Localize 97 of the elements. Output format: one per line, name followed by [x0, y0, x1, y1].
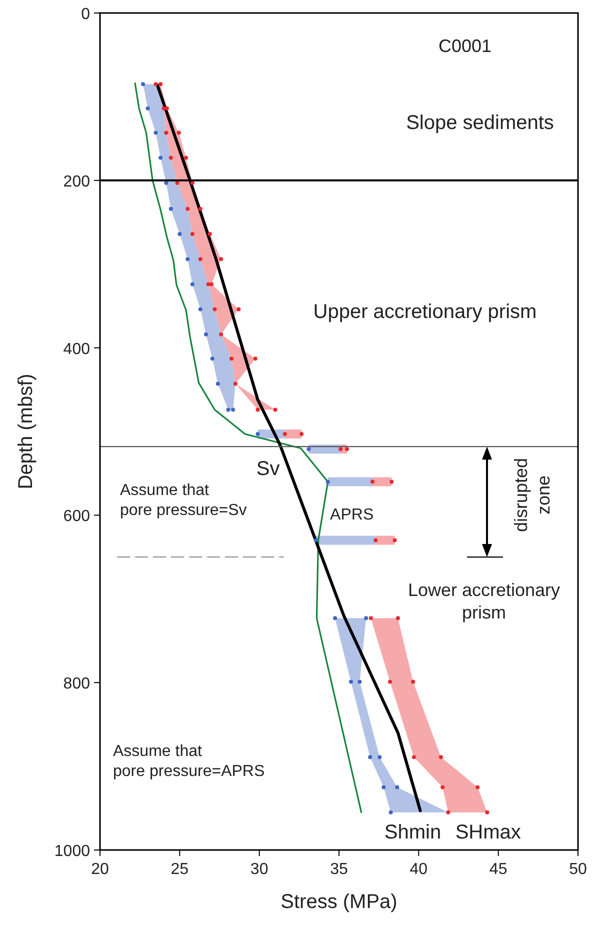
point — [253, 356, 258, 361]
point — [282, 432, 287, 436]
point — [438, 755, 443, 760]
point — [186, 206, 190, 211]
point — [141, 82, 146, 86]
point — [358, 680, 362, 684]
y-axis-title: Depth (mbsf) — [15, 374, 37, 490]
annotation: disrupted zone — [511, 458, 554, 532]
point — [212, 307, 217, 312]
point — [198, 307, 202, 312]
point — [314, 538, 318, 542]
x-tick-label: 25 — [170, 861, 189, 878]
annotation: Slope sediments — [406, 112, 554, 134]
point — [348, 680, 353, 684]
point — [370, 480, 374, 484]
point — [219, 257, 224, 262]
annotation: Assume that pore pressure=APRS — [113, 743, 265, 780]
point — [395, 785, 400, 790]
point — [306, 447, 311, 452]
point — [210, 282, 214, 286]
point — [231, 408, 236, 412]
point — [210, 356, 214, 361]
point — [190, 232, 194, 236]
x-tick-label: 50 — [569, 861, 587, 878]
series-label: Shmin — [384, 821, 442, 844]
point — [175, 180, 180, 185]
x-tick-label: 20 — [91, 861, 109, 878]
point — [382, 785, 386, 790]
point — [333, 616, 338, 620]
point — [338, 447, 343, 452]
point — [204, 332, 208, 336]
point — [154, 130, 158, 135]
point — [446, 810, 450, 814]
point — [176, 130, 181, 135]
point — [364, 616, 368, 620]
y-tick-label: 1000 — [54, 843, 90, 860]
point — [158, 82, 163, 86]
point — [226, 408, 230, 412]
point — [485, 810, 490, 814]
point — [229, 356, 234, 361]
annotation: Lower accretionary prism — [408, 580, 560, 622]
point — [158, 156, 163, 160]
x-tick-label: 35 — [330, 861, 348, 878]
point — [154, 82, 158, 86]
point — [198, 206, 202, 211]
point — [216, 382, 220, 386]
annotation: Assume that pore pressure=Sv — [120, 482, 247, 519]
point — [412, 755, 416, 760]
point — [392, 538, 397, 542]
point — [146, 106, 150, 110]
x-axis-title: Stress (MPa) — [280, 891, 398, 913]
point — [396, 616, 400, 620]
point — [256, 408, 260, 412]
point — [374, 538, 378, 542]
point — [326, 480, 330, 484]
series-label: SHmax — [455, 821, 521, 844]
y-tick-label: 0 — [81, 6, 90, 23]
point — [368, 755, 372, 760]
point — [190, 180, 194, 185]
point — [190, 282, 194, 286]
point — [476, 785, 480, 790]
point — [378, 755, 382, 760]
point — [300, 432, 304, 436]
annotation: C0001 — [438, 36, 492, 56]
y-tick-label: 200 — [63, 173, 90, 190]
point — [164, 130, 168, 135]
point — [162, 106, 166, 110]
point — [168, 156, 173, 160]
point — [184, 156, 188, 160]
point — [178, 232, 182, 236]
series-label: APRS — [330, 506, 374, 524]
y-tick-label: 600 — [63, 508, 90, 526]
point — [208, 232, 212, 236]
y-tick-label: 400 — [63, 340, 90, 358]
point — [390, 480, 394, 484]
annotation: Upper accretionary prism — [313, 301, 537, 323]
x-tick-label: 40 — [410, 861, 428, 878]
point — [164, 106, 169, 110]
point — [236, 307, 241, 312]
point — [219, 332, 224, 336]
point — [273, 408, 278, 412]
point — [388, 810, 393, 814]
point — [198, 257, 202, 262]
x-tick-label: 45 — [489, 861, 508, 878]
point — [411, 680, 416, 684]
point — [256, 432, 260, 436]
point — [344, 447, 349, 452]
point — [168, 206, 173, 211]
point — [388, 680, 392, 684]
point — [440, 785, 445, 790]
point — [164, 180, 168, 185]
y-tick-label: 800 — [63, 676, 90, 693]
point — [186, 257, 190, 262]
point — [233, 382, 238, 386]
point — [368, 616, 373, 620]
x-tick-label: 30 — [250, 861, 268, 878]
series-label: Sv — [256, 458, 280, 480]
